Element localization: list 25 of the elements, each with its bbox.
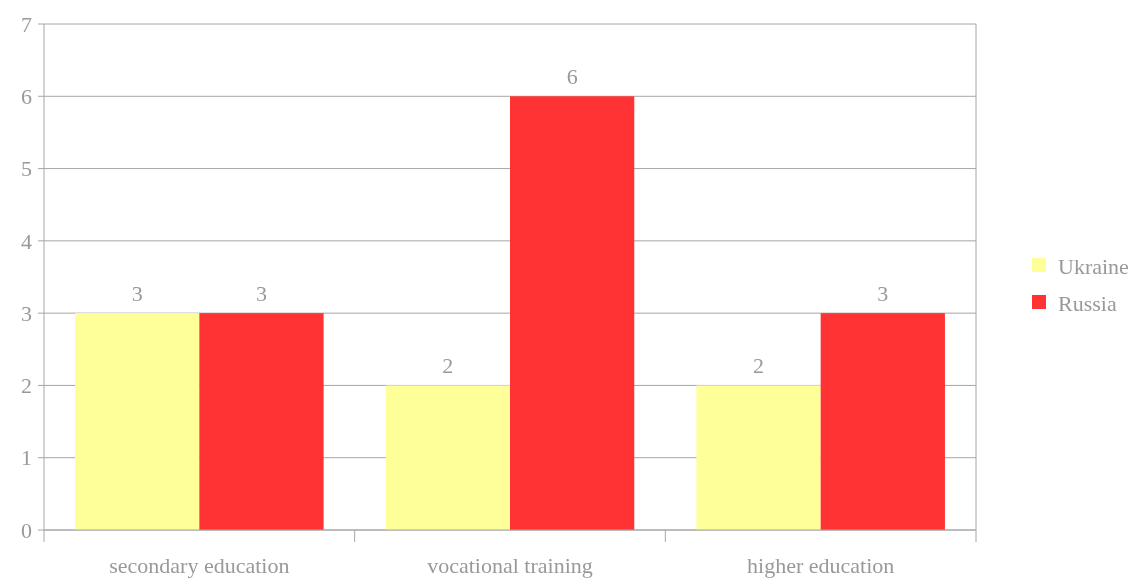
data-label: 2: [753, 353, 765, 379]
x-tick-label: secondary education: [109, 553, 290, 578]
data-label: 2: [442, 353, 454, 379]
bar: [510, 96, 635, 530]
y-tick-label: 1: [21, 445, 32, 471]
bar: [199, 313, 324, 530]
y-tick-label: 4: [21, 228, 32, 254]
y-tick-label: 0: [21, 517, 32, 543]
data-label: 3: [131, 281, 143, 307]
legend-label: Russia: [1058, 290, 1117, 316]
bar: [75, 313, 200, 530]
bar: [820, 313, 945, 530]
x-tick-label: higher education: [747, 553, 895, 578]
y-tick-label: 2: [21, 373, 32, 399]
legend-label: Ukraine: [1058, 253, 1129, 279]
data-label: 3: [255, 281, 267, 307]
data-label: 3: [877, 281, 889, 307]
bar: [696, 385, 821, 530]
y-tick-label: 5: [21, 156, 32, 182]
bar: [385, 385, 510, 530]
y-tick-label: 6: [21, 83, 32, 109]
x-tick-label: vocational training: [427, 553, 593, 578]
y-tick-label: 3: [21, 300, 32, 326]
y-tick-label: 7: [21, 11, 32, 37]
data-label: 6: [566, 64, 578, 90]
